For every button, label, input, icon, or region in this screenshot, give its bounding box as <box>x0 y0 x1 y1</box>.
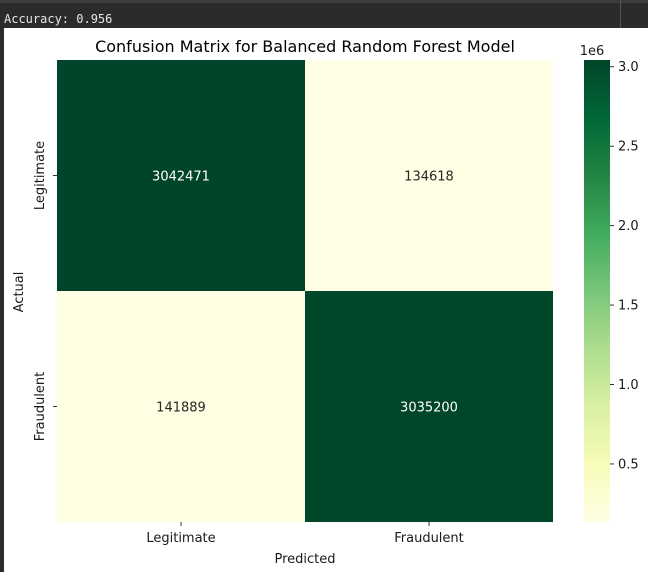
y-tick-label: Legitimate <box>33 141 48 210</box>
colorbar-ticks: 0.5 1.0 1.5 2.0 2.5 3.0 <box>610 60 639 472</box>
heatmap-cell <box>305 60 553 291</box>
heatmap-cell <box>57 60 305 291</box>
y-tick-label: Fraudulent <box>33 372 48 442</box>
accuracy-output: Accuracy: 0.956 <box>4 12 113 26</box>
x-axis-label: Predicted <box>274 552 335 567</box>
heatmap-cells <box>57 60 553 522</box>
colorbar-tick-label: 1.0 <box>618 378 639 393</box>
colorbar-tick-label: 0.5 <box>618 457 639 472</box>
cell-annotation: 134618 <box>404 170 454 185</box>
cell-top-border <box>0 0 648 3</box>
colorbar-tick-label: 2.5 <box>618 140 639 155</box>
cell-annotation: 3035200 <box>400 401 458 416</box>
heatmap-cell <box>57 291 305 522</box>
x-axis-ticks: Legitimate Fraudulent <box>146 522 464 546</box>
panel-divider <box>620 0 621 28</box>
confusion-matrix-chart: Confusion Matrix for Balanced Random For… <box>12 37 639 567</box>
colorbar <box>584 60 610 522</box>
colorbar-tick-label: 2.0 <box>618 219 639 234</box>
colorbar-multiplier: 1e6 <box>580 44 605 59</box>
y-axis-label: Actual <box>12 272 27 313</box>
x-tick-label: Fraudulent <box>394 531 464 546</box>
heatmap-annotations: 3042471 134618 141889 3035200 <box>152 170 458 416</box>
colorbar-tick-label: 1.5 <box>618 299 639 314</box>
colorbar-tick-label: 3.0 <box>618 60 639 75</box>
chart-title: Confusion Matrix for Balanced Random For… <box>95 37 515 56</box>
chart-figure: Confusion Matrix for Balanced Random For… <box>4 28 648 572</box>
cell-annotation: 3042471 <box>152 170 210 185</box>
y-axis-ticks: Legitimate Fraudulent <box>33 141 57 441</box>
cell-annotation: 141889 <box>156 401 206 416</box>
x-tick-label: Legitimate <box>146 531 215 546</box>
heatmap-cell <box>305 291 553 522</box>
